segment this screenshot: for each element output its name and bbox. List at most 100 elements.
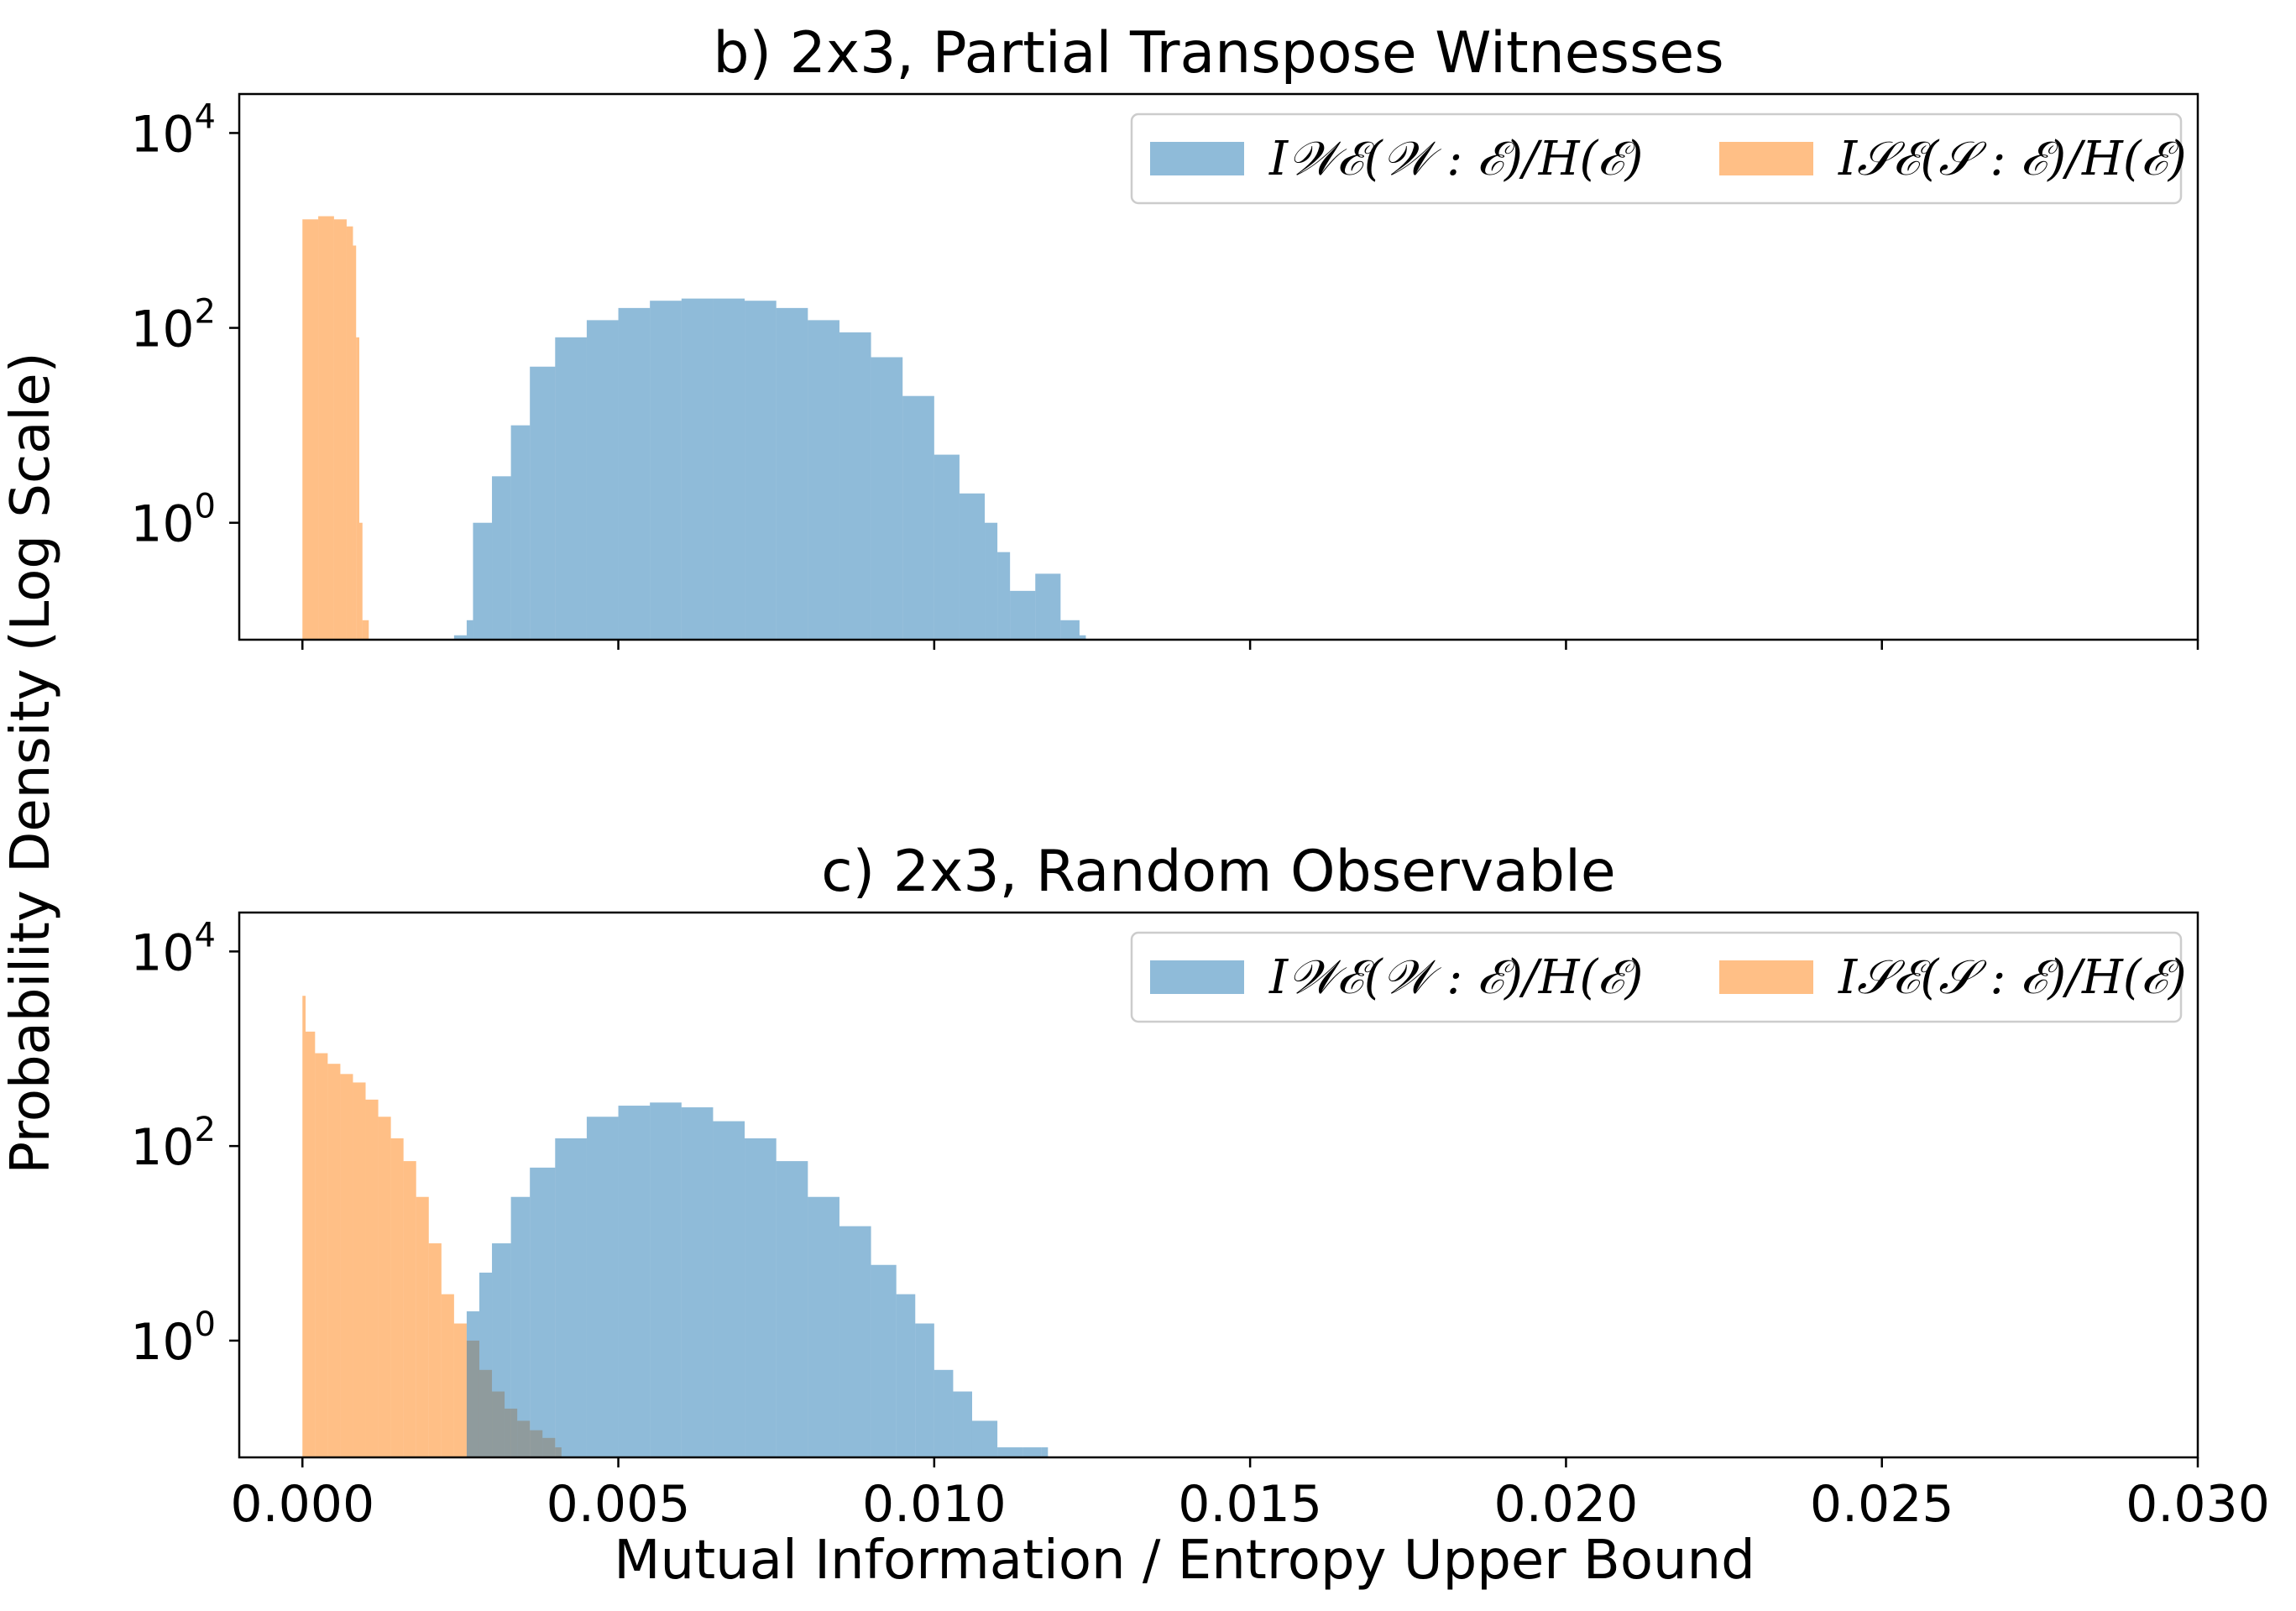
histogram-bars bbox=[302, 996, 1049, 1457]
axes-frame bbox=[238, 911, 2199, 1459]
legend-swatch-blue bbox=[1150, 142, 1244, 175]
histogram-bar bbox=[530, 1167, 556, 1457]
histogram-bar bbox=[985, 522, 998, 640]
y-tick-label: 104 bbox=[130, 97, 216, 164]
histogram-bar bbox=[416, 1196, 429, 1457]
panel-title: c) 2x3, Random Observable bbox=[821, 839, 1615, 905]
y-axis-label: Probability Density (Log Scale) bbox=[0, 352, 62, 1174]
histogram-bar bbox=[466, 620, 473, 640]
legend-label: I𝒮ℰ(𝒮 : ℰ)/H(ℰ) bbox=[1838, 132, 2187, 186]
panel-2: c) 2x3, Random Observable 104 102 100 0.000 0… bbox=[130, 839, 2270, 1534]
histogram-bar bbox=[959, 493, 986, 640]
axes-frame bbox=[238, 92, 2199, 641]
histogram-bar bbox=[333, 219, 347, 640]
y-tick-label: 104 bbox=[130, 916, 216, 982]
histogram-bar bbox=[997, 1447, 1023, 1457]
histogram-bar bbox=[353, 245, 357, 640]
histogram-bar bbox=[745, 301, 777, 640]
legend-box bbox=[1130, 112, 2183, 205]
series-blue bbox=[453, 298, 1086, 640]
histogram-bar bbox=[453, 1323, 467, 1457]
legend-swatch-orange bbox=[1719, 142, 1813, 175]
panel-1: b) 2x3, Partial Transpose Witnesses 104 10… bbox=[130, 20, 2199, 650]
histogram-bar bbox=[346, 226, 353, 640]
histogram-bar bbox=[453, 635, 467, 640]
y-tick-label: 100 bbox=[130, 488, 216, 554]
histogram-bar bbox=[302, 996, 306, 1457]
x-tick-label: 0.000 bbox=[230, 1475, 374, 1534]
histogram-bar bbox=[713, 298, 745, 640]
x-tick-label: 0.005 bbox=[547, 1475, 691, 1534]
legend-box bbox=[1130, 931, 2183, 1023]
histogram-bar bbox=[776, 1161, 808, 1457]
histogram-bar bbox=[971, 1420, 998, 1457]
histogram-bar bbox=[492, 1243, 511, 1457]
histogram-bar bbox=[902, 395, 934, 640]
histogram-bar bbox=[428, 1243, 442, 1457]
histogram-bar bbox=[353, 1082, 366, 1457]
histogram-bar bbox=[365, 1099, 379, 1457]
histogram-bar bbox=[839, 332, 871, 640]
histogram-bar bbox=[681, 298, 714, 640]
legend: I𝒲ℰ(𝒲 : ℰ)/H(ℰ) I𝒮ℰ(𝒮 : ℰ)/H(ℰ) bbox=[1130, 112, 2187, 205]
histogram-bar bbox=[586, 320, 619, 640]
histogram-bar bbox=[510, 1196, 531, 1457]
histogram-bar bbox=[650, 1102, 682, 1457]
y-tick-label: 102 bbox=[130, 293, 216, 359]
histogram-bar bbox=[510, 425, 531, 640]
histogram-bar bbox=[839, 1226, 871, 1457]
x-axis-label: Mutual Information / Entropy Upper Bound bbox=[614, 1530, 1755, 1592]
legend-label: I𝒲ℰ(𝒲 : ℰ)/H(ℰ) bbox=[1268, 950, 1643, 1005]
legend-swatch-orange bbox=[1719, 960, 1813, 994]
histogram-bar bbox=[650, 301, 682, 640]
histogram-bar bbox=[315, 1053, 328, 1457]
histogram-bar bbox=[473, 522, 493, 640]
histogram-bar bbox=[1079, 635, 1086, 640]
histogram-bar bbox=[466, 1311, 479, 1457]
histogram-bar bbox=[871, 357, 903, 640]
series-orange bbox=[302, 216, 369, 640]
histogram-bar bbox=[776, 307, 808, 640]
histogram-bar bbox=[713, 1121, 745, 1457]
histogram-bar bbox=[390, 1138, 404, 1457]
histogram-bar bbox=[618, 307, 651, 640]
histogram-bar bbox=[934, 454, 960, 640]
panel-title: b) 2x3, Partial Transpose Witnesses bbox=[713, 20, 1723, 86]
legend: I𝒲ℰ(𝒲 : ℰ)/H(ℰ) I𝒮ℰ(𝒮 : ℰ)/H(ℰ) bbox=[1130, 931, 2187, 1023]
panels: b) 2x3, Partial Transpose Witnesses 104 10… bbox=[130, 20, 2270, 1534]
histogram-bar bbox=[555, 1138, 587, 1457]
histogram-bar bbox=[586, 1117, 619, 1457]
histogram-bar bbox=[362, 620, 369, 640]
histogram-bar bbox=[1035, 573, 1061, 640]
histogram-bar bbox=[492, 476, 511, 640]
x-tick-label: 0.015 bbox=[1178, 1475, 1322, 1534]
histogram-bar bbox=[997, 552, 1011, 640]
histogram-bar bbox=[1041, 1447, 1049, 1457]
histogram-bar bbox=[1010, 590, 1036, 640]
histogram-bar bbox=[302, 219, 319, 640]
histogram-bar bbox=[327, 1064, 341, 1457]
histogram-bar bbox=[1022, 1447, 1042, 1457]
histogram-bar bbox=[934, 1369, 954, 1457]
histogram-bar bbox=[808, 320, 839, 640]
x-tick-label: 0.020 bbox=[1494, 1475, 1639, 1534]
histogram-bar bbox=[915, 1323, 934, 1457]
histogram-bar bbox=[318, 216, 334, 640]
histogram-bar bbox=[896, 1294, 916, 1457]
histogram-bar bbox=[340, 1074, 353, 1457]
legend-swatch-blue bbox=[1150, 960, 1244, 994]
histogram-bar bbox=[871, 1264, 897, 1457]
legend-label: I𝒮ℰ(𝒮 : ℰ)/H(ℰ) bbox=[1838, 950, 2187, 1005]
histogram-bar bbox=[378, 1117, 391, 1457]
series-blue bbox=[466, 1102, 1049, 1457]
histogram-bar bbox=[441, 1294, 454, 1457]
histogram-bar bbox=[403, 1161, 416, 1457]
histogram-bar bbox=[555, 337, 587, 640]
x-tick-label: 0.010 bbox=[862, 1475, 1007, 1534]
histogram-bar bbox=[479, 1272, 493, 1457]
histogram-bar bbox=[618, 1106, 651, 1457]
histogram-bar bbox=[1060, 620, 1080, 640]
histogram-bar bbox=[745, 1138, 777, 1457]
histogram-bar bbox=[953, 1391, 972, 1457]
